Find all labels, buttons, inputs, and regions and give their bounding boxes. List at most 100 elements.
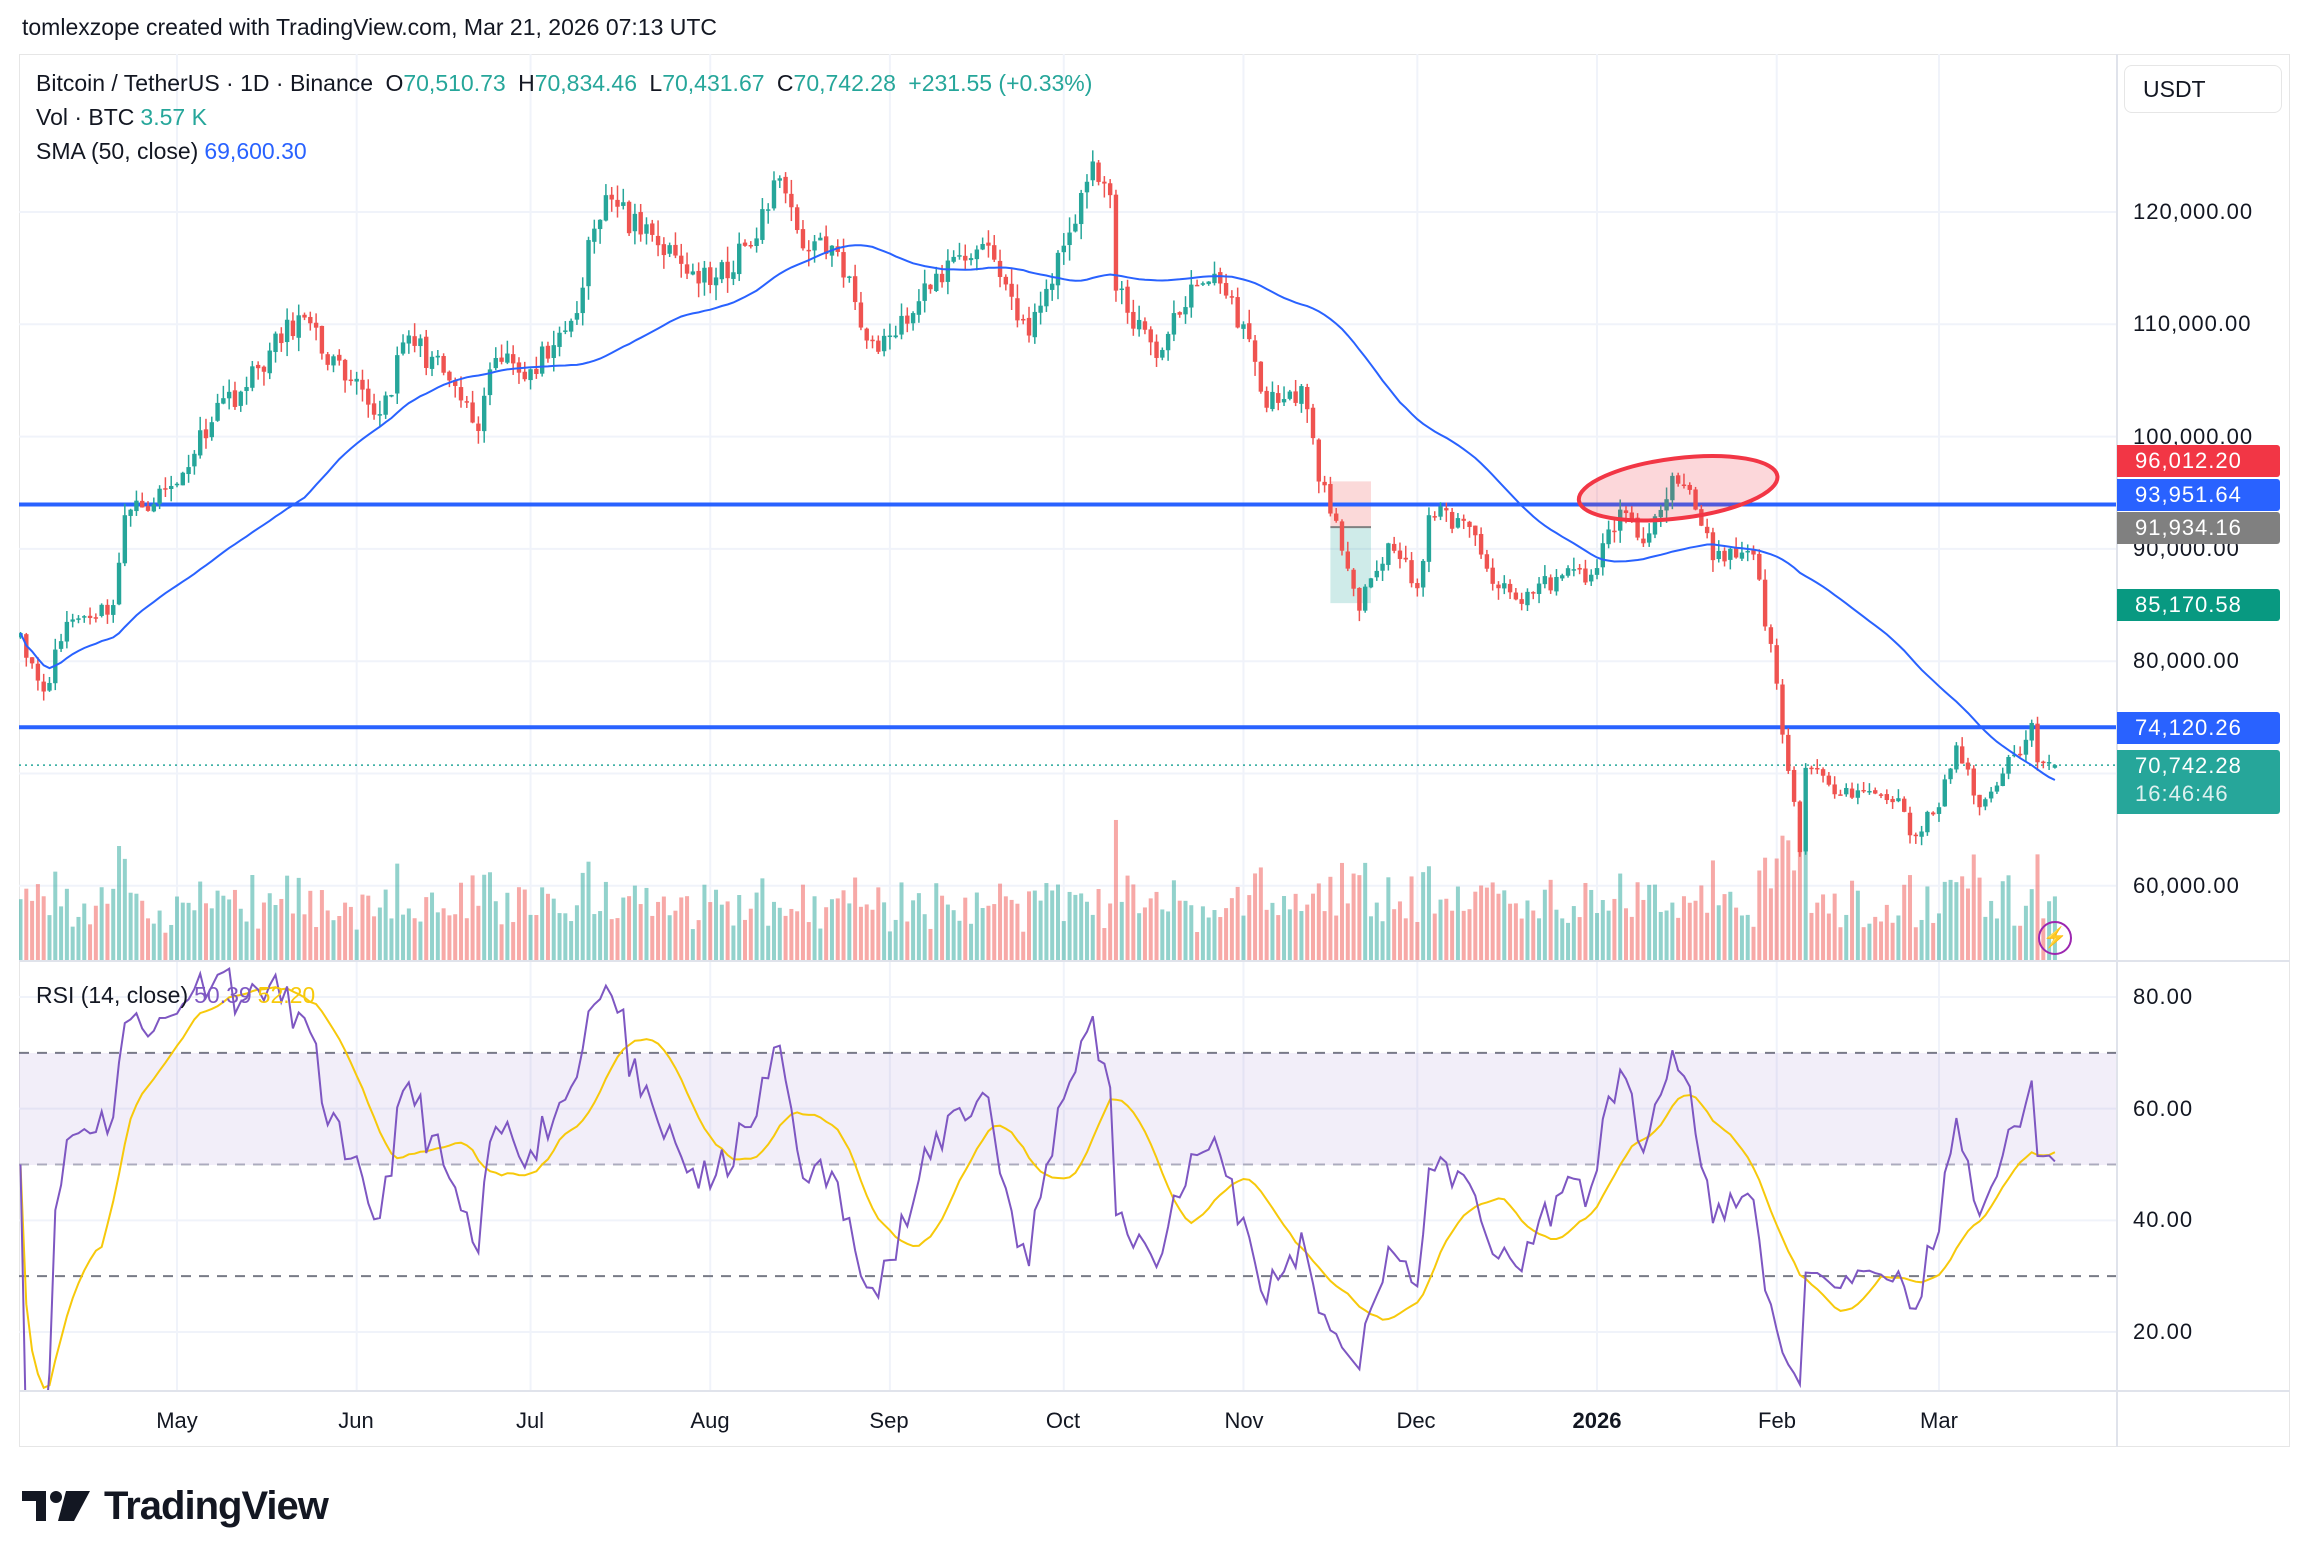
candle-body [1826,775,1832,785]
candle-body [435,355,441,358]
candle [2035,716,2040,771]
volume-bar [818,928,823,961]
candle-body [29,657,35,664]
volume-bar [1496,893,1501,961]
candle-body [661,244,667,256]
candle-body [1467,521,1472,527]
candle [1681,473,1687,489]
candle-body [690,271,696,275]
volume-bar [1160,909,1165,961]
volume-bar [667,915,672,961]
candle [899,303,904,340]
candle-body [667,245,672,254]
volume-bar [1525,900,1530,961]
candle-body [244,387,249,391]
candle-body [1583,568,1588,583]
volume-bar [1270,902,1275,961]
candle-body [105,604,110,615]
candle-body [1780,684,1785,735]
volume-bar [1397,901,1402,961]
candle [1467,520,1472,538]
volume-bar [175,896,179,961]
rsi-legend[interactable]: RSI (14, close) 50.39 52.20 [36,982,321,1009]
lightning-bolt-icon[interactable]: ⚡ [2038,921,2072,955]
candle-body [1409,560,1414,584]
volume-bar [1374,902,1379,961]
candle [858,291,864,331]
candle-body [1415,583,1420,589]
volume-bar [88,924,93,961]
candle [1531,591,1536,600]
candle [267,342,272,380]
volume-bar [922,914,927,961]
volume-bar [516,887,521,961]
volume-bar [1195,932,1200,961]
candle-body [1681,484,1687,487]
candle-body [35,663,41,681]
candle-body [342,359,348,381]
candle [1687,482,1692,495]
ellipse-annotation[interactable] [1575,446,1781,530]
volume-bar [1908,875,1913,961]
sma-legend[interactable]: SMA (50, close) 69,600.30 [36,138,313,165]
volume-bar [1826,913,1831,961]
candle [203,418,209,449]
candle [667,242,672,258]
volume-bar [1687,902,1692,961]
candle [122,503,128,567]
volume-bar [82,903,87,961]
candle [64,611,70,649]
candle-body [1044,288,1049,307]
volume-bar [93,905,98,961]
volume-bar [111,888,116,961]
candle-body [418,338,423,347]
candle [1316,438,1322,494]
candle [1449,507,1455,534]
candle [1247,309,1252,343]
volume-bar [1339,862,1344,961]
volume-bar [1542,889,1547,961]
volume-bar [1212,910,1217,961]
volume-bar [1027,891,1032,961]
symbol-legend[interactable]: Bitcoin / TetherUS · 1D · Binance O70,51… [36,70,1098,97]
volume-legend[interactable]: Vol · BTC 3.57 K [36,104,213,131]
volume-bar [1821,894,1826,961]
candle-body [806,249,811,252]
candle-body [1142,321,1148,330]
currency-button[interactable]: USDT [2124,65,2282,113]
candle [1728,547,1733,570]
volume-bar [998,883,1003,961]
volume-bar [1293,893,1298,961]
candle [928,283,933,294]
open-value: 70,510.73 [403,70,506,96]
volume-bar [777,907,782,961]
candle-body [1484,554,1490,569]
volume-bars [19,811,2057,961]
candle [1525,588,1530,611]
candle-body [928,284,933,290]
candle-body [464,401,469,403]
candle-body [470,402,475,423]
candle-body [783,176,788,194]
volume-bar [1166,911,1171,961]
volume-bar [447,915,452,961]
candle [169,475,174,502]
candle [1061,233,1066,265]
candle [1959,737,1965,764]
volume-bar [1021,931,1026,961]
volume-bar [76,916,81,961]
candle-body [644,224,649,234]
candle-body [1252,340,1258,362]
candle [1328,476,1333,517]
volume-bar [1351,873,1356,961]
candle [1873,787,1878,795]
candle [1281,386,1287,406]
tradingview-logo[interactable]: TradingView [22,1484,329,1529]
candle-body [267,350,272,374]
candle-body [980,244,985,250]
candle-body [215,402,220,421]
candle-body [1832,784,1837,795]
candle [1032,303,1038,344]
candle-body [209,422,214,438]
